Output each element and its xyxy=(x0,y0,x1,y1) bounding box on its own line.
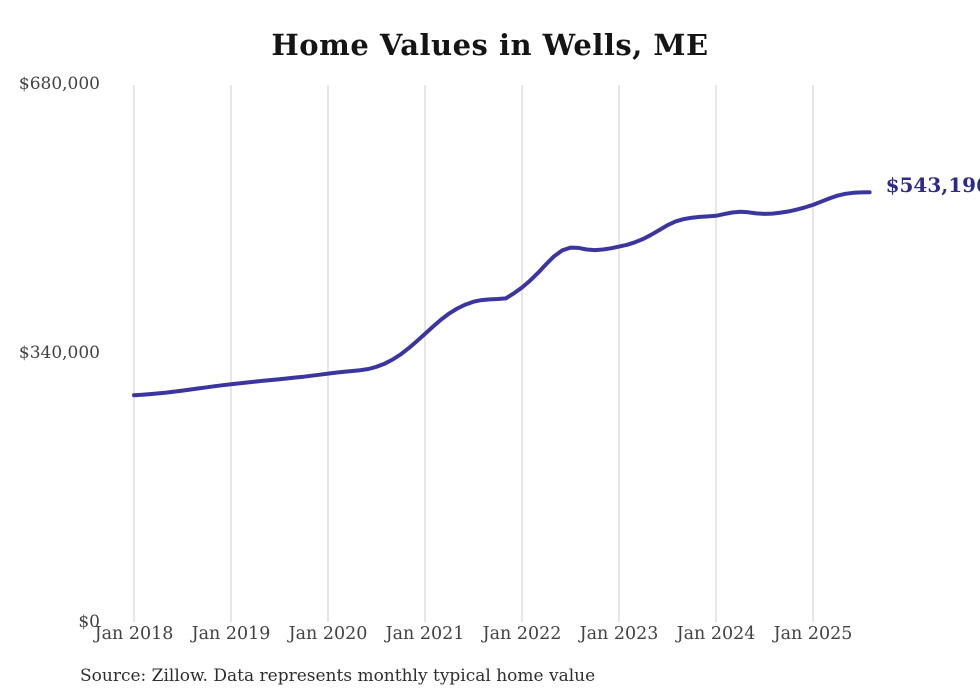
source-note: Source: Zillow. Data represents monthly … xyxy=(80,666,596,686)
x-tick-label: Jan 2019 xyxy=(191,624,271,644)
x-tick-label: Jan 2025 xyxy=(773,624,853,644)
x-tick-label: Jan 2023 xyxy=(579,624,659,644)
x-tick-label: Jan 2024 xyxy=(676,624,756,644)
x-tick-label: Jan 2022 xyxy=(482,624,562,644)
x-tick-label: Jan 2020 xyxy=(288,624,368,644)
x-tick-label: Jan 2021 xyxy=(385,624,465,644)
latest-value-label: $543,196 xyxy=(885,173,980,198)
y-tick-label: $680,000 xyxy=(18,74,100,94)
home-value-line xyxy=(132,190,872,398)
chart-title: Home Values in Wells, ME xyxy=(271,28,709,62)
y-tick-label: $340,000 xyxy=(18,343,100,363)
x-tick-label: Jan 2018 xyxy=(94,624,174,644)
y-tick-label: $0 xyxy=(78,612,100,632)
